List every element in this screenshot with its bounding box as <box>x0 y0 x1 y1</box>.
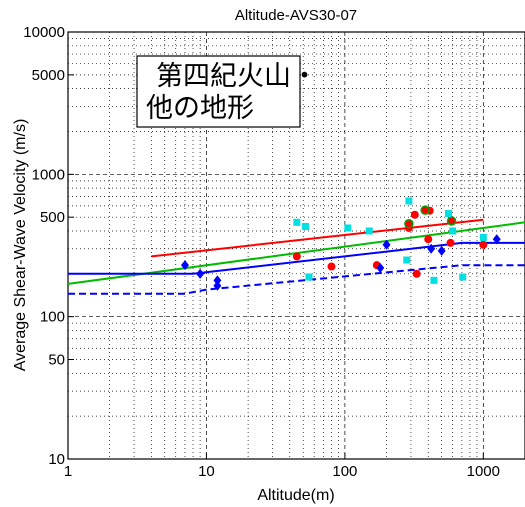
x-tick-labels: 1 10 100 1000 <box>64 453 500 480</box>
x-tick-label: 100 <box>332 463 357 480</box>
data-point-square <box>430 276 438 284</box>
annotation-frame <box>136 55 301 128</box>
data-point-circle <box>404 218 414 229</box>
data-point-diamond <box>213 280 222 291</box>
data-point-square <box>479 233 487 241</box>
data-point-circle <box>292 252 301 261</box>
data-point-circle <box>446 238 455 247</box>
y-tick-labels: 10 50 100 500 1000 5000 10000 <box>23 24 74 468</box>
data-point-circle <box>327 262 336 271</box>
data-point-circle <box>446 216 457 226</box>
data-point-diamond <box>427 243 436 254</box>
fit-line <box>68 241 525 275</box>
annotation-box: 第四紀火山・ 他の地形 <box>136 55 318 128</box>
y-axis-label: Average Shear-Wave Velocity (m/s) <box>12 119 29 372</box>
data-point-square <box>405 197 413 205</box>
annotation-line-1: 第四紀火山・ <box>156 61 318 92</box>
fit-line <box>151 218 484 258</box>
y-tick-label: 5000 <box>32 67 65 84</box>
data-point-square <box>344 224 352 232</box>
x-tick-label: 1 <box>64 463 72 480</box>
y-tick-label: 100 <box>40 309 65 326</box>
data-point-diamond <box>376 262 385 273</box>
data-point-circle <box>420 205 430 215</box>
chart-title: Altitude-AVS30-07 <box>235 7 357 24</box>
data-point-square <box>305 273 313 281</box>
data-point-square <box>403 256 411 264</box>
data-point-square <box>302 223 310 231</box>
y-tick-label: 1000 <box>32 166 65 183</box>
y-tick-label: 10 <box>48 451 65 468</box>
x-tick-label: 10 <box>198 463 215 480</box>
data-point-circle <box>410 210 419 219</box>
x-axis-label: Altitude(m) <box>257 487 334 504</box>
data-point-square <box>444 210 452 218</box>
y-tick-label: 500 <box>40 209 65 226</box>
data-point-diamond <box>382 239 391 250</box>
plot-frame <box>67 31 525 460</box>
data-point-square <box>365 227 373 235</box>
data-point-diamond <box>437 245 446 256</box>
y-tick-label: 10000 <box>23 24 65 41</box>
data-point-circle <box>412 269 421 278</box>
data-point-circle <box>424 235 433 244</box>
y-tick-label: 50 <box>48 352 65 369</box>
data-point-diamond <box>213 275 222 286</box>
data-point-square <box>293 218 301 226</box>
data-point-diamond <box>180 260 189 271</box>
data-point-square <box>459 273 467 281</box>
annotation-line-2: 他の地形 <box>146 93 254 124</box>
data-points <box>180 197 501 291</box>
x-tick-label: 1000 <box>467 463 500 480</box>
dashed-line <box>68 264 525 295</box>
data-point-circle <box>479 240 488 249</box>
data-point-square <box>449 227 457 235</box>
data-point-diamond <box>196 268 205 279</box>
data-point-diamond <box>492 234 501 245</box>
